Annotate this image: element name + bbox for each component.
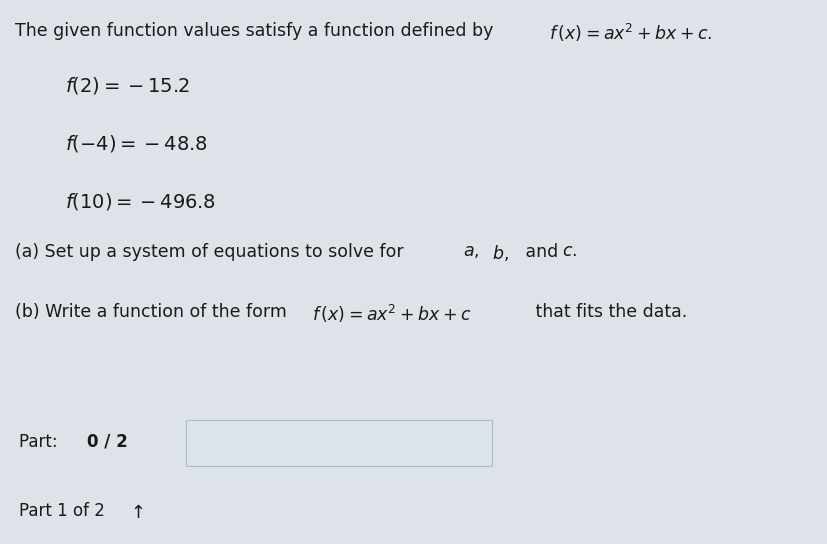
Text: (a) Set up a system of equations to solve for: (a) Set up a system of equations to solv… [15, 243, 409, 261]
Text: 0 / 2: 0 / 2 [87, 433, 127, 451]
Text: $f(-4)=-48.8$: $f(-4)=-48.8$ [65, 133, 208, 153]
Text: $a,$: $a,$ [463, 243, 480, 260]
Text: $b,$: $b,$ [492, 243, 509, 263]
Text: The given function values satisfy a function defined by: The given function values satisfy a func… [15, 22, 499, 40]
Text: that fits the data.: that fits the data. [530, 304, 687, 322]
Text: (b) Write a function of the form: (b) Write a function of the form [15, 304, 293, 322]
Text: $f(10)=-496.8$: $f(10)=-496.8$ [65, 191, 216, 212]
Text: and: and [520, 243, 564, 261]
Text: Part 1 of 2: Part 1 of 2 [19, 502, 105, 520]
FancyBboxPatch shape [186, 420, 492, 466]
Text: ↑: ↑ [131, 504, 146, 522]
Text: $f\,(x)=ax^{2}+bx+c.$: $f\,(x)=ax^{2}+bx+c.$ [549, 22, 712, 44]
Text: Part:: Part: [19, 433, 63, 451]
Text: $f(2)=-15.2$: $f(2)=-15.2$ [65, 75, 189, 96]
Text: $f\,(x)=ax^{2}+bx+c$: $f\,(x)=ax^{2}+bx+c$ [312, 304, 471, 325]
Text: $c.$: $c.$ [562, 243, 577, 260]
